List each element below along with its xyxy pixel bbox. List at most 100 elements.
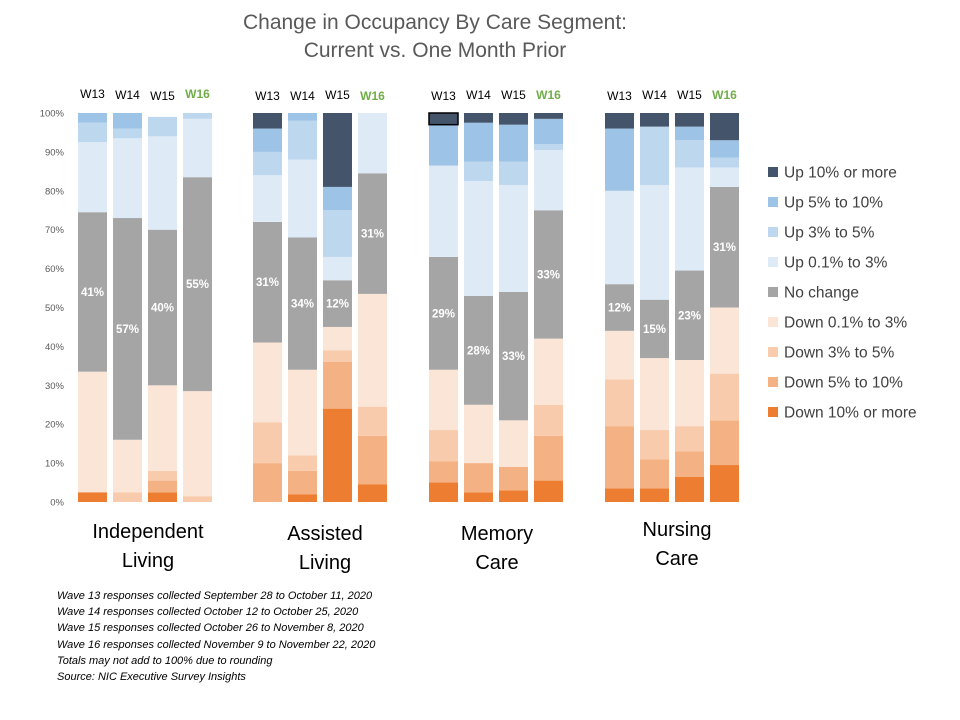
- bar-segment: [253, 463, 282, 502]
- bar-segment: [429, 369, 458, 431]
- bar-segment: [323, 361, 352, 409]
- bar-segment: [429, 430, 458, 462]
- data-label: 55%: [186, 279, 209, 291]
- legend-swatch: [768, 407, 778, 417]
- bar-segment: [358, 435, 387, 485]
- bar-segment: [499, 490, 528, 502]
- bar-segment: [323, 210, 352, 257]
- bar-segment: [253, 342, 282, 423]
- bar-segment: [323, 350, 352, 362]
- bar-segment: [499, 466, 528, 491]
- bar-segment: [464, 463, 493, 493]
- bar-segment: [288, 237, 317, 370]
- bar-segment: [640, 430, 669, 460]
- y-tick-label: 0%: [50, 498, 64, 509]
- data-label: 33%: [537, 269, 560, 281]
- y-tick-label: 20%: [45, 420, 65, 431]
- bar-segment: [710, 465, 739, 502]
- wave-label: W16: [536, 88, 561, 102]
- bar-segment: [605, 379, 634, 427]
- bar-segment: [323, 113, 352, 187]
- bar-segment: [710, 157, 739, 168]
- bar-segment: [288, 113, 317, 121]
- wave-label: W16: [185, 87, 210, 101]
- bar-segment: [288, 369, 317, 456]
- wave-label: W16: [360, 89, 385, 103]
- footnote-source: Source: NIC Executive Survey Insights: [57, 671, 246, 684]
- bar-segment: [675, 476, 704, 502]
- group-name: Memory: [461, 523, 533, 545]
- bar-segment: [710, 140, 739, 158]
- bar-segment: [113, 113, 142, 129]
- legend-swatch: [768, 287, 778, 297]
- data-label: 41%: [81, 287, 104, 299]
- bar-segment: [253, 422, 282, 464]
- bar-segment: [534, 404, 563, 436]
- data-label: 28%: [467, 345, 490, 357]
- bar-segment: [675, 360, 704, 427]
- bar-segment: [78, 142, 107, 213]
- bar-segment: [464, 492, 493, 502]
- wave-label: W14: [290, 89, 315, 103]
- bar-segment: [358, 406, 387, 436]
- bar-segment: [148, 480, 177, 493]
- group-name: Living: [122, 550, 174, 572]
- y-tick-label: 60%: [45, 264, 65, 275]
- legend-swatch: [768, 197, 778, 207]
- bar-segment: [78, 113, 107, 123]
- data-label: 29%: [432, 308, 455, 320]
- bar-segment: [323, 326, 352, 351]
- wave-label: W15: [325, 88, 350, 102]
- bar-segment: [605, 113, 634, 129]
- bar-segment: [710, 420, 739, 466]
- data-label: 31%: [256, 277, 279, 289]
- bar-segment: [148, 385, 177, 471]
- bar-segment: [675, 126, 704, 141]
- y-tick-label: 10%: [45, 459, 65, 470]
- bar-segment: [640, 459, 669, 489]
- bar-segment: [710, 167, 739, 187]
- legend-label: Up 0.1% to 3%: [784, 255, 888, 272]
- wave-label: W13: [431, 89, 456, 103]
- bar-segment: [78, 212, 107, 372]
- bar-segment: [183, 496, 212, 502]
- bar-segment: [288, 470, 317, 495]
- footnote-wave13: Wave 13 responses collected September 28…: [57, 590, 373, 602]
- bar-segment: [429, 256, 458, 370]
- bar-segment: [464, 181, 493, 296]
- bar-segment: [640, 358, 669, 431]
- bar-segment: [358, 484, 387, 502]
- legend-swatch: [768, 167, 778, 177]
- bar-segment: [429, 165, 458, 257]
- bar-segment: [78, 371, 107, 493]
- bar-segment: [534, 113, 563, 119]
- footnotes: Wave 13 responses collected September 28…: [57, 588, 375, 685]
- bar-segment: [675, 426, 704, 452]
- y-tick-label: 40%: [45, 342, 65, 353]
- y-tick-label: 70%: [45, 225, 65, 236]
- bar-segment: [710, 113, 739, 141]
- legend-swatch: [768, 347, 778, 357]
- data-label: 57%: [116, 324, 139, 336]
- highlight-outline: [428, 112, 459, 126]
- bar-segment: [253, 221, 282, 343]
- bar-segment: [429, 113, 458, 125]
- bar-segment: [534, 435, 563, 481]
- group-name: Nursing: [643, 519, 712, 541]
- bar-segment: [675, 140, 704, 168]
- bar-segment: [605, 426, 634, 489]
- group-name: Independent: [92, 521, 204, 543]
- bar-segment: [499, 420, 528, 467]
- bar-segment: [288, 159, 317, 238]
- bar-segment: [78, 492, 107, 502]
- bar-segment: [464, 113, 493, 123]
- bar-segment: [640, 113, 669, 127]
- chart-subtitle: Current vs. One Month Prior: [303, 39, 567, 62]
- bar-segment: [113, 492, 142, 502]
- bar-segment: [675, 113, 704, 127]
- bar-segment: [148, 136, 177, 230]
- bar-segment: [464, 404, 493, 464]
- bar-segment: [605, 128, 634, 191]
- legend-label: Up 5% to 10%: [784, 195, 883, 212]
